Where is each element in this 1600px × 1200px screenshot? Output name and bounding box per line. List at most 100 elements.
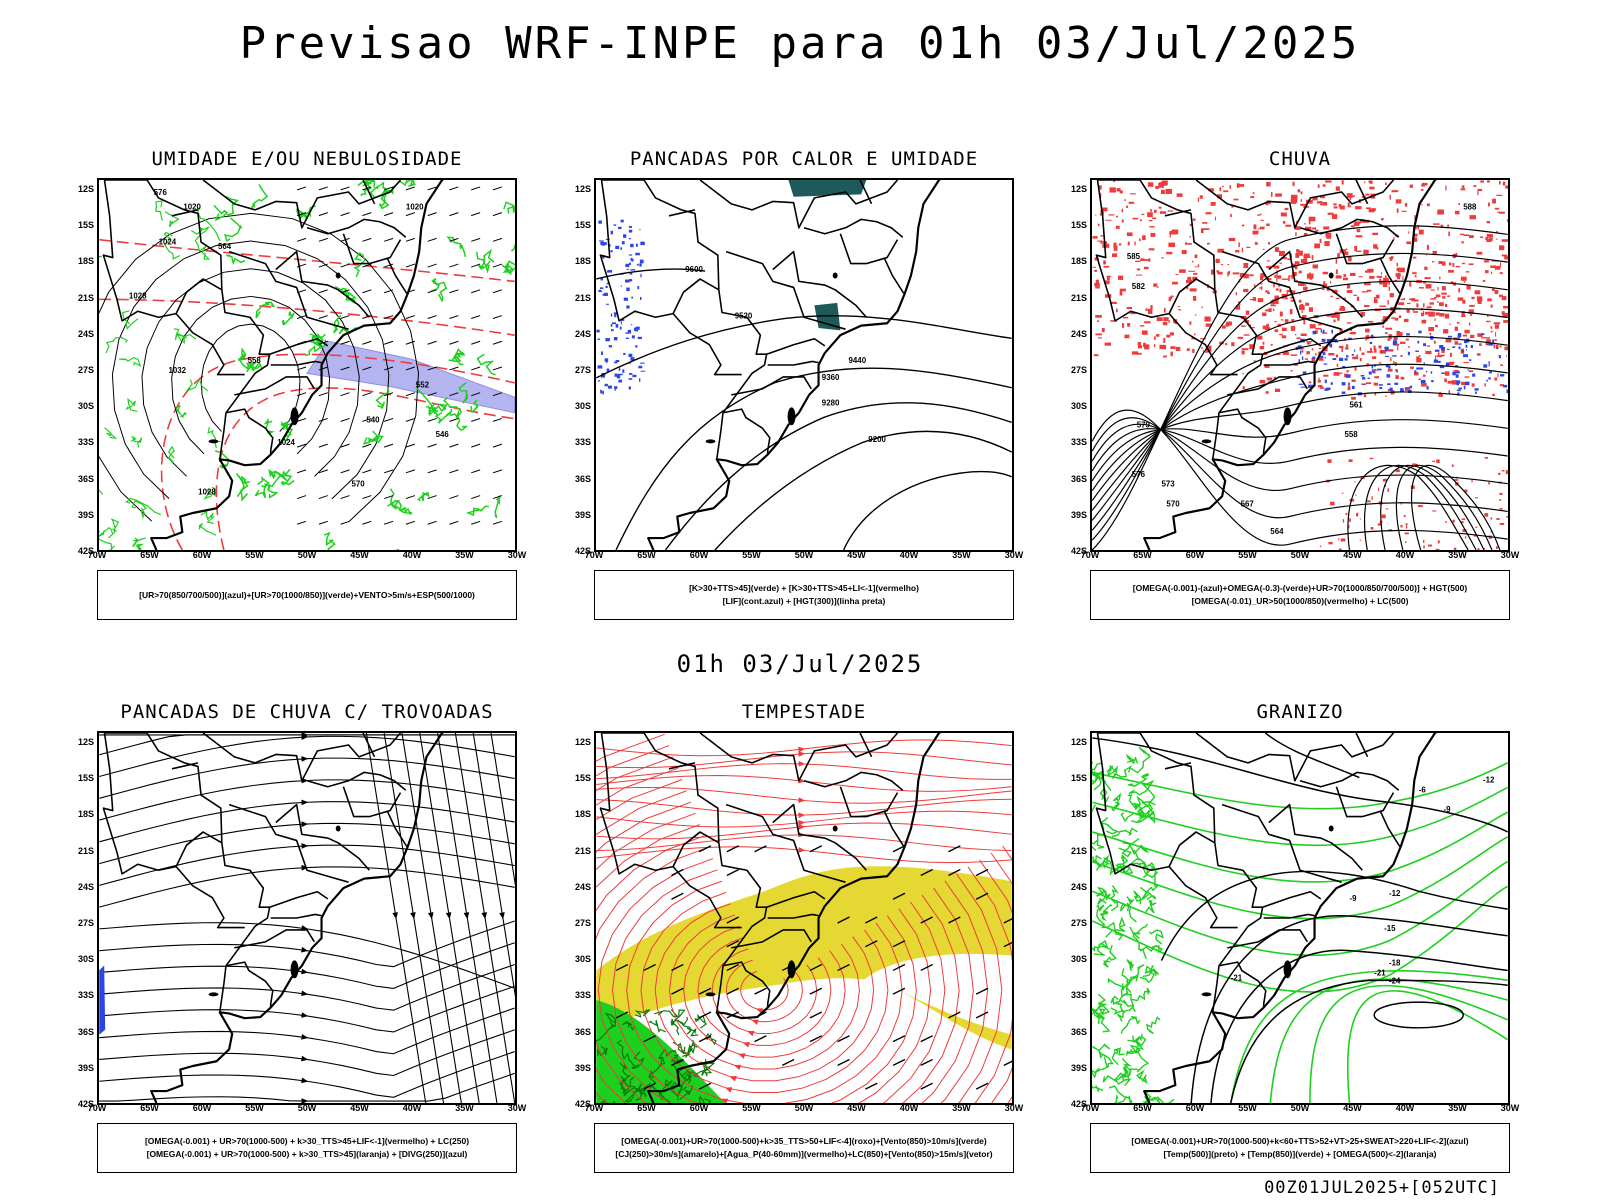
latitude-tick-label: 30S <box>1057 954 1087 964</box>
longitude-tick-label: 60W <box>684 1103 714 1113</box>
longitude-tick-label: 45W <box>842 1103 872 1113</box>
longitude-tick-label: 60W <box>684 550 714 560</box>
longitude-tick-label: 60W <box>187 1103 217 1113</box>
longitude-tick-label: 30W <box>999 550 1029 560</box>
latitude-tick-label: 33S <box>1057 990 1087 1000</box>
contour-label: 561 <box>1349 401 1363 410</box>
contour-label: 558 <box>1345 430 1359 439</box>
latitude-tick-label: 36S <box>64 474 94 484</box>
latitude-tick-label: 39S <box>64 1063 94 1073</box>
latitude-tick-label: 36S <box>561 1027 591 1037</box>
contour-label: 582 <box>1132 282 1146 291</box>
contour-label: 579 <box>1137 420 1151 429</box>
latitude-tick-label: 36S <box>561 474 591 484</box>
latitude-tick-label: 12S <box>64 184 94 194</box>
longitude-tick-label: 65W <box>632 550 662 560</box>
forecast-map: 1020102410281032102810241020570576564558… <box>97 178 517 552</box>
longitude-tick-label: 35W <box>450 550 480 560</box>
longitude-tick-label: 35W <box>1443 1103 1473 1113</box>
longitude-tick-label: 55W <box>240 550 270 560</box>
latitude-tick-label: 21S <box>64 846 94 856</box>
latitude-tick-label: 12S <box>1057 737 1087 747</box>
latitude-tick-label: 39S <box>1057 1063 1087 1073</box>
longitude-tick-label: 35W <box>450 1103 480 1113</box>
longitude-tick-label: 60W <box>187 550 217 560</box>
contour-label: -9 <box>1349 894 1357 903</box>
latitude-tick-label: 12S <box>561 184 591 194</box>
contour-label: -12 <box>1389 889 1401 898</box>
contour-label: 585 <box>1127 252 1141 261</box>
longitude-tick-label: 70W <box>82 1103 112 1113</box>
main-title: Previsao WRF-INPE para 01h 03/Jul/2025 <box>0 18 1600 69</box>
longitude-tick-label: 55W <box>1233 550 1263 560</box>
latitude-tick-label: 24S <box>64 329 94 339</box>
latitude-tick-label: 21S <box>1057 293 1087 303</box>
legend-line: [OMEGA(-0.001) + UR>70(1000-500) + k>30_… <box>98 1148 516 1161</box>
forecast-map: 585582579576573570 567564561558588 <box>1090 178 1510 552</box>
longitude-tick-label: 50W <box>1285 1103 1315 1113</box>
legend-line: [OMEGA(-0.001)+UR>70(1000-500)+k>35_TTS>… <box>595 1135 1013 1148</box>
latitude-tick-label: 39S <box>1057 510 1087 520</box>
longitude-tick-label: 55W <box>737 550 767 560</box>
longitude-tick-label: 65W <box>632 1103 662 1113</box>
contour-label: 588 <box>1463 203 1477 212</box>
latitude-tick-label: 18S <box>561 809 591 819</box>
run-timestamp: 00Z01JUL2025+[052UTC] <box>1264 1178 1500 1198</box>
legend-line: [OMEGA(-0.01)_UR>50(1000/850)(vermelho) … <box>1091 595 1509 608</box>
panel-title: TEMPESTADE <box>594 701 1014 723</box>
legend-line: [OMEGA(-0.001)-(azul)+OMEGA(-0.3)-(verde… <box>1091 582 1509 595</box>
contour-label: 540 <box>366 415 380 424</box>
longitude-tick-label: 40W <box>397 550 427 560</box>
latitude-tick-label: 24S <box>1057 329 1087 339</box>
panel-legend: [OMEGA(-0.001)+UR>70(1000-500)+k>35_TTS>… <box>594 1123 1014 1173</box>
longitude-tick-label: 40W <box>894 1103 924 1113</box>
contour-label: -21 <box>1374 968 1386 977</box>
legend-line: [Temp(500)](preto) + [Temp(850)](verde) … <box>1091 1148 1509 1161</box>
panel-legend: [OMEGA(-0.001)+UR>70(1000-500)+k<60+TTS>… <box>1090 1123 1510 1173</box>
longitude-tick-label: 70W <box>579 1103 609 1113</box>
latitude-tick-label: 39S <box>561 1063 591 1073</box>
latitude-tick-label: 33S <box>561 437 591 447</box>
latitude-tick-label: 33S <box>64 990 94 1000</box>
latitude-tick-label: 39S <box>64 510 94 520</box>
contour-label: -12 <box>1483 775 1495 784</box>
forecast-map <box>97 731 517 1105</box>
latitude-tick-label: 15S <box>561 220 591 230</box>
contour-label: 558 <box>248 356 262 365</box>
longitude-tick-label: 30W <box>1495 550 1525 560</box>
latitude-tick-label: 30S <box>64 954 94 964</box>
contour-label: 9280 <box>822 399 840 408</box>
latitude-tick-label: 24S <box>561 882 591 892</box>
latitude-tick-label: 27S <box>561 365 591 375</box>
latitude-tick-label: 12S <box>1057 184 1087 194</box>
longitude-tick-label: 35W <box>947 550 977 560</box>
legend-line: [LIF](cont.azul) + [HGT(300)](linha pret… <box>595 595 1013 608</box>
contour-label: -18 <box>1389 958 1401 967</box>
legend-line: [OMEGA(-0.001) + UR>70(1000-500) + k>30_… <box>98 1135 516 1148</box>
legend-line: [UR>70(850/700/500)](azul)+[UR>70(1000/8… <box>98 589 516 602</box>
latitude-tick-label: 15S <box>1057 220 1087 230</box>
longitude-tick-label: 40W <box>1390 1103 1420 1113</box>
panel-title: CHUVA <box>1090 148 1510 170</box>
contour-label: -6 <box>1419 785 1427 794</box>
forecast-map: 960095209440936092809200 <box>594 178 1014 552</box>
latitude-tick-label: 15S <box>64 773 94 783</box>
contour-label: 570 <box>1166 499 1180 508</box>
contour-label: 573 <box>1161 480 1175 489</box>
longitude-tick-label: 50W <box>789 1103 819 1113</box>
longitude-tick-label: 45W <box>345 550 375 560</box>
latitude-tick-label: 12S <box>64 737 94 747</box>
panel-legend: [OMEGA(-0.001)-(azul)+OMEGA(-0.3)-(verde… <box>1090 570 1510 620</box>
longitude-tick-label: 65W <box>1128 550 1158 560</box>
latitude-tick-label: 30S <box>64 401 94 411</box>
latitude-tick-label: 36S <box>64 1027 94 1037</box>
longitude-tick-label: 30W <box>999 1103 1029 1113</box>
contour-label: -9 <box>1443 805 1451 814</box>
contour-label: 564 <box>218 242 232 251</box>
longitude-tick-label: 60W <box>1180 1103 1210 1113</box>
latitude-tick-label: 21S <box>561 846 591 856</box>
longitude-tick-label: 30W <box>1495 1103 1525 1113</box>
longitude-tick-label: 50W <box>292 1103 322 1113</box>
contour-label: 567 <box>1241 499 1255 508</box>
latitude-tick-label: 24S <box>561 329 591 339</box>
